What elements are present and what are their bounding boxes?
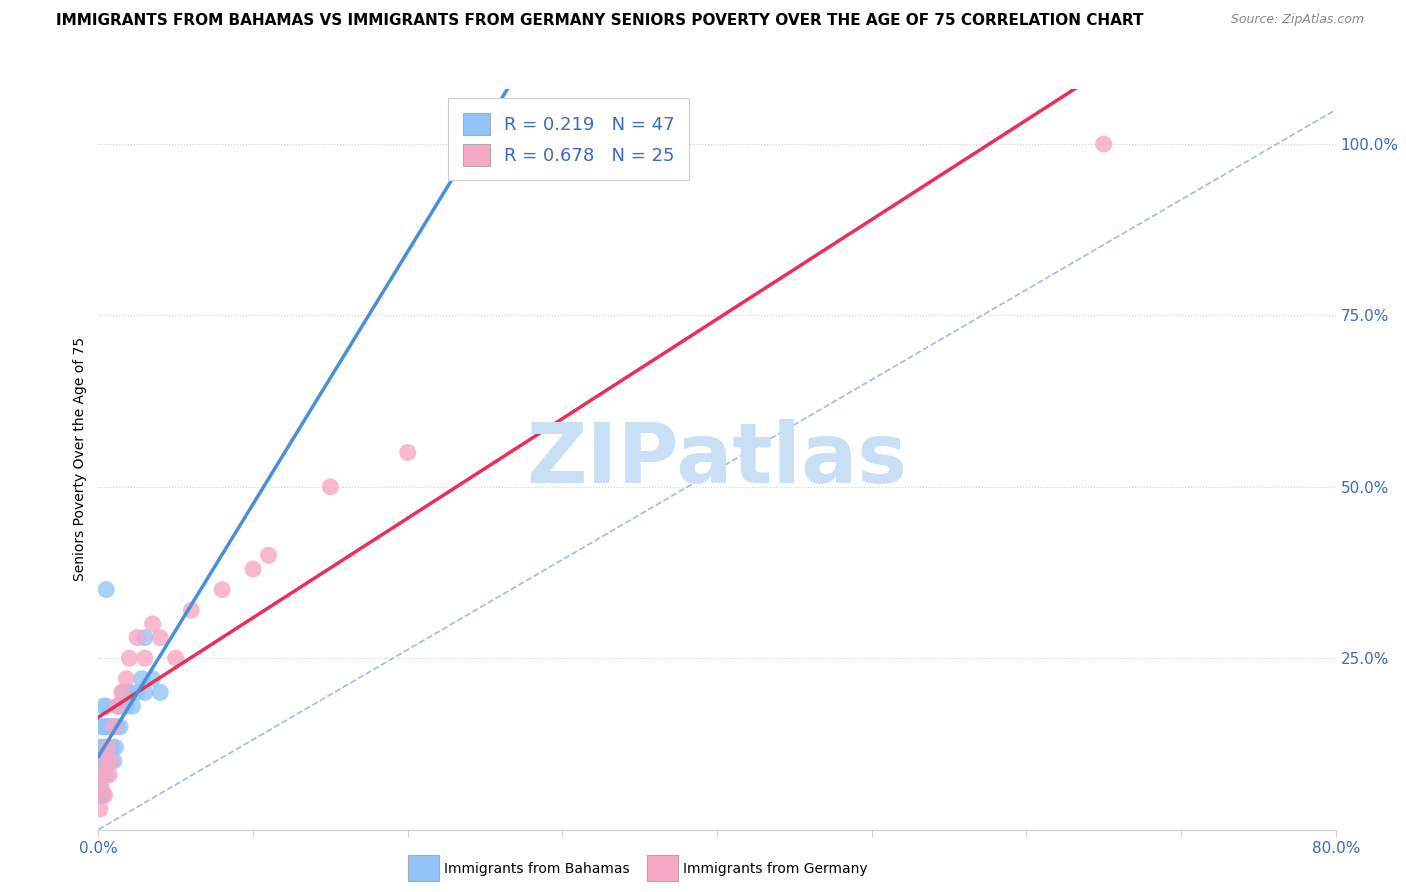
Point: [111, 685, 134, 699]
Point: [89, 754, 111, 768]
Point: [90, 768, 112, 782]
Point: [90, 754, 112, 768]
Point: [100, 754, 122, 768]
Point: [100, 720, 122, 734]
Point: [93, 720, 115, 734]
Point: [100, 754, 122, 768]
Point: [97, 754, 120, 768]
Point: [91, 768, 114, 782]
Point: [118, 685, 141, 699]
Point: [242, 562, 264, 576]
Point: [96, 740, 118, 755]
Point: [1092, 136, 1115, 151]
Point: [104, 740, 127, 755]
Point: [115, 699, 138, 714]
Text: ZIPatlas: ZIPatlas: [527, 419, 907, 500]
Point: [91, 720, 114, 734]
Point: [103, 754, 125, 768]
Point: [93, 789, 115, 803]
Point: [319, 480, 342, 494]
Point: [96, 754, 118, 768]
Point: [142, 672, 165, 686]
Text: IMMIGRANTS FROM BAHAMAS VS IMMIGRANTS FROM GERMANY SENIORS POVERTY OVER THE AGE : IMMIGRANTS FROM BAHAMAS VS IMMIGRANTS FR…: [56, 13, 1143, 29]
Point: [91, 789, 114, 803]
Point: [96, 768, 118, 782]
Point: [112, 685, 135, 699]
Text: Immigrants from Bahamas: Immigrants from Bahamas: [444, 862, 630, 876]
Point: [142, 616, 165, 631]
Point: [96, 699, 118, 714]
Point: [211, 582, 233, 597]
Point: [257, 549, 280, 563]
Point: [96, 582, 118, 597]
Point: [165, 651, 187, 665]
Y-axis label: Seniors Poverty Over the Age of 75: Seniors Poverty Over the Age of 75: [73, 337, 87, 582]
Point: [91, 754, 114, 768]
Point: [89, 789, 111, 803]
Point: [89, 802, 111, 816]
Point: [93, 768, 115, 782]
Point: [97, 740, 120, 755]
Legend: R = 0.219   N = 47, R = 0.678   N = 25: R = 0.219 N = 47, R = 0.678 N = 25: [449, 98, 689, 180]
Point: [89, 740, 111, 755]
Point: [91, 768, 114, 782]
Point: [396, 445, 419, 459]
Point: [91, 699, 114, 714]
Text: Source: ZipAtlas.com: Source: ZipAtlas.com: [1230, 13, 1364, 27]
Point: [105, 699, 128, 714]
Point: [134, 651, 156, 665]
Point: [96, 754, 118, 768]
Point: [180, 603, 202, 617]
Point: [93, 740, 115, 755]
Point: [121, 699, 143, 714]
Point: [90, 720, 112, 734]
Point: [93, 754, 115, 768]
Point: [134, 685, 156, 699]
Point: [90, 781, 112, 796]
Point: [127, 685, 149, 699]
Point: [134, 631, 156, 645]
Point: [98, 720, 121, 734]
Point: [103, 720, 125, 734]
Point: [149, 631, 172, 645]
Point: [89, 774, 111, 789]
Point: [98, 740, 121, 755]
Point: [103, 720, 125, 734]
Point: [105, 720, 128, 734]
Point: [127, 631, 149, 645]
Point: [90, 740, 112, 755]
Point: [131, 672, 153, 686]
Point: [107, 699, 129, 714]
Point: [111, 699, 134, 714]
Point: [98, 768, 121, 782]
Point: [108, 720, 131, 734]
Point: [149, 685, 172, 699]
Point: [118, 651, 141, 665]
Point: [97, 720, 120, 734]
Point: [101, 740, 124, 755]
Point: [115, 672, 138, 686]
Text: Immigrants from Germany: Immigrants from Germany: [683, 862, 868, 876]
Point: [91, 740, 114, 755]
